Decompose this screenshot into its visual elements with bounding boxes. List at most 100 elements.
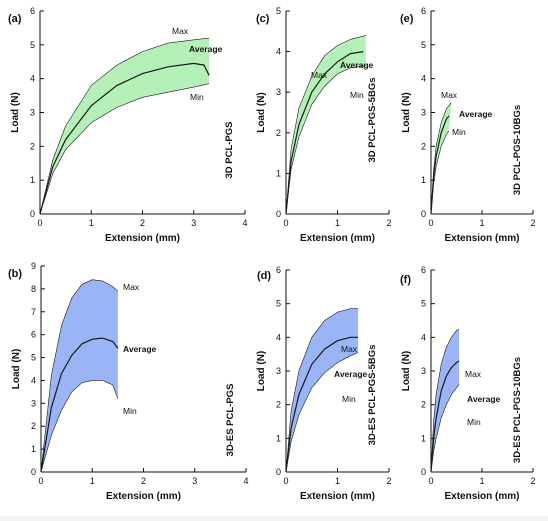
x-tick-label: 1: [335, 476, 340, 486]
series-line-max: [285, 308, 359, 473]
annotation-max: Max: [465, 369, 482, 379]
x-tick-label: 1: [89, 218, 94, 228]
series-line-average: [40, 337, 119, 473]
annotation-max: Max: [172, 26, 189, 36]
y-tick-label: 5: [276, 299, 281, 309]
y-tick-label: 5: [30, 40, 35, 50]
panel-label: (f): [400, 274, 411, 286]
annotation-average: Average: [123, 344, 157, 354]
y-tick-label: 6: [421, 265, 426, 275]
y-tick-label: 1: [30, 175, 35, 185]
y-tick-label: 1: [421, 175, 426, 185]
x-tick-label: 0: [428, 218, 433, 228]
y-tick-label: 1: [276, 168, 281, 178]
y-tick-label: 0: [276, 467, 281, 477]
y-tick-label: 5: [421, 40, 426, 50]
shaded-band: [286, 308, 359, 472]
y-tick-label: 0: [421, 467, 426, 477]
panel-label: (d): [257, 270, 271, 282]
series-line-max: [40, 279, 119, 473]
y-tick-label: 7: [31, 307, 36, 317]
y-tick-label: 4: [31, 375, 36, 385]
annotation-min: Min: [342, 394, 356, 404]
side-label: 3D PCL-PGS: [224, 121, 235, 178]
bottom-strip: [0, 516, 548, 521]
x-tick-label: 1: [479, 218, 484, 228]
x-tick-label: 0: [38, 476, 43, 486]
x-tick-label: 0: [283, 218, 288, 228]
series-line-min: [430, 130, 450, 215]
series-line-average: [430, 115, 450, 215]
panel-label: (c): [256, 13, 270, 25]
y-tick-label: 2: [31, 421, 36, 431]
x-tick-label: 2: [141, 476, 146, 486]
y-tick-label: 4: [30, 74, 35, 84]
y-tick-label: 2: [276, 400, 281, 410]
x-axis-title: Extension (mm): [444, 233, 519, 244]
series-line-min: [39, 83, 210, 215]
y-tick-label: 1: [276, 433, 281, 443]
annotation-max: Max: [341, 344, 358, 354]
x-tick-label: 2: [530, 218, 535, 228]
y-tick-label: 4: [276, 47, 281, 57]
y-tick-label: 4: [421, 74, 426, 84]
y-tick-label: 3: [31, 398, 36, 408]
y-tick-label: 6: [421, 6, 426, 16]
x-tick-label: 0: [283, 476, 288, 486]
y-tick-label: 6: [276, 265, 281, 275]
y-axis-title: Load (N): [10, 92, 21, 133]
annotation-average: Average: [334, 369, 368, 379]
y-tick-label: 2: [421, 141, 426, 151]
series-line-min: [40, 380, 119, 473]
x-axis-title: Extension (mm): [300, 491, 375, 502]
x-tick-label: 2: [386, 218, 391, 228]
y-axis-title: Load (N): [11, 349, 22, 390]
x-tick-label: 1: [90, 476, 95, 486]
y-tick-label: 3: [421, 366, 426, 376]
side-label: 3D-ES PCL-PGS-10BGs: [512, 357, 523, 463]
y-tick-label: 0: [276, 209, 281, 219]
series-line-average: [430, 360, 460, 473]
x-tick-label: 1: [479, 476, 484, 486]
y-tick-label: 6: [30, 6, 35, 16]
x-tick-label: 4: [242, 218, 247, 228]
x-tick-label: 1: [335, 218, 340, 228]
shaded-band: [40, 38, 210, 214]
panel-d: 0 1 2 0 1 2 3 4 5 6 Extension (mm) Load (N) (d) 3D-ES…: [256, 265, 392, 502]
series-line-max: [430, 328, 460, 473]
x-tick-label: 3: [191, 218, 196, 228]
series-line-average: [39, 62, 210, 215]
y-tick-label: 5: [276, 6, 281, 16]
side-label: 3D-ES PCL-PGS: [225, 384, 236, 457]
y-tick-label: 0: [421, 209, 426, 219]
y-tick-label: 3: [30, 108, 35, 118]
panel-e: 0 1 2 0 1 2 3 4 5 6 Extension (mm) Load (N) (e) 3D PC…: [400, 6, 536, 244]
annotation-min: Min: [452, 127, 466, 137]
series-line-average: [285, 51, 364, 215]
y-tick-label: 5: [421, 299, 426, 309]
x-tick-label: 0: [428, 476, 433, 486]
x-tick-label: 0: [37, 218, 42, 228]
annotation-min: Min: [350, 90, 364, 100]
y-tick-label: 2: [421, 400, 426, 410]
annotation-min: Min: [467, 417, 481, 427]
panel-a: 0 1 2 3 4 0 1 2 3 4 5 6 Extension (mm) Load (N) (a) 3D …: [8, 6, 248, 244]
y-tick-label: 4: [276, 332, 281, 342]
y-tick-label: 2: [276, 128, 281, 138]
side-label: 3D PCL-PGS-5BGs: [367, 78, 378, 163]
annotation-max: Max: [123, 282, 140, 292]
series-line-min: [285, 352, 359, 473]
x-tick-label: 2: [386, 476, 391, 486]
panel-label: (b): [8, 268, 22, 280]
y-tick-label: 2: [30, 141, 35, 151]
x-tick-label: 2: [140, 218, 145, 228]
y-tick-label: 1: [421, 433, 426, 443]
panel-b: 0 1 2 3 4 0 1 2 3 4 5 6 7 8 9 Extension (mm) Load (N) (b)…: [8, 261, 249, 502]
panel-f: 0 1 2 0 1 2 3 4 5 6 Extension (mm) Load (N) (f) 3D-ES…: [400, 265, 536, 502]
series-line-min: [430, 384, 460, 473]
x-axis-title: Extension (mm): [106, 491, 181, 502]
y-tick-label: 0: [31, 467, 36, 477]
y-tick-label: 0: [30, 209, 35, 219]
shaded-band: [286, 35, 366, 215]
x-axis-title: Extension (mm): [105, 233, 180, 244]
